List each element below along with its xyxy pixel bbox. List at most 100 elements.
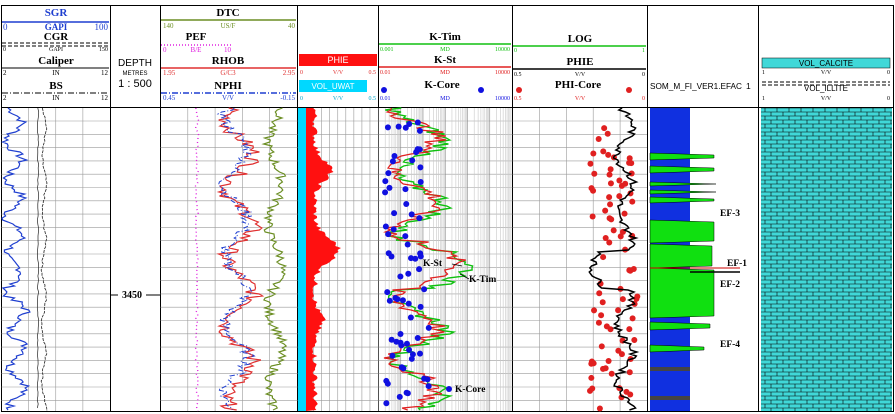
phicore-point bbox=[587, 160, 594, 167]
illite-max: 0 bbox=[887, 96, 890, 102]
phicore-point bbox=[621, 210, 628, 217]
annot-ef3: EF-3 bbox=[720, 209, 740, 219]
depth-header: DEPTH METRES 1 : 500 bbox=[118, 58, 152, 90]
log-min: 0 bbox=[514, 48, 517, 54]
phicore-point bbox=[627, 391, 634, 398]
kcore-label: K-Core bbox=[424, 79, 459, 91]
kcore-min: 0.01 bbox=[380, 96, 391, 102]
grid-track5 bbox=[512, 108, 647, 411]
kcore-point bbox=[417, 164, 424, 171]
phicore-point bbox=[606, 171, 613, 178]
efac-green-band bbox=[649, 321, 711, 331]
phicore-point bbox=[606, 215, 613, 222]
kcore-point bbox=[386, 184, 393, 191]
grid-track1 bbox=[1, 108, 110, 411]
pef-label: PEF bbox=[186, 31, 207, 43]
kcore-point bbox=[385, 231, 392, 238]
vol-uwat-min: 0 bbox=[300, 96, 303, 102]
dtc-label: DTC bbox=[216, 7, 239, 19]
phicore-point bbox=[596, 405, 603, 412]
phicore-point bbox=[600, 148, 607, 155]
phicore-point bbox=[616, 177, 623, 184]
kcore-point bbox=[392, 295, 399, 302]
bs-unit: IN bbox=[52, 94, 59, 102]
ktim-label: K-Tim bbox=[429, 31, 461, 43]
phicore-point bbox=[600, 254, 607, 261]
kcore-point bbox=[384, 289, 391, 296]
phicore-point bbox=[618, 182, 625, 189]
annotations: K-St K-Tim K-Core EF-3 EF-1 EF-2 EF-4 bbox=[423, 209, 747, 395]
phicore-point bbox=[615, 307, 622, 314]
kst-label: K-St bbox=[434, 54, 456, 66]
annot-ef2: EF-2 bbox=[720, 280, 740, 290]
kcore-point bbox=[398, 342, 405, 349]
cgr-curve bbox=[40, 107, 48, 412]
ktim-unit: MD bbox=[440, 47, 450, 53]
nphi-curve bbox=[216, 107, 256, 411]
kcore-point bbox=[398, 364, 405, 371]
nphi-max: -0.15 bbox=[280, 94, 295, 102]
kcore-point bbox=[425, 383, 432, 390]
phie5-unit: V/V bbox=[575, 72, 586, 78]
phicore-point bbox=[631, 337, 638, 344]
efac-green-band bbox=[649, 344, 705, 353]
track2-header: DTC 140 US/F 40 PEF 0 B/E 10 RHOB 1.95 G… bbox=[161, 7, 296, 102]
kcore-point bbox=[407, 314, 414, 321]
phicore-min: 0.5 bbox=[514, 96, 522, 102]
kcore-point bbox=[382, 178, 389, 185]
kcore-unit: MD bbox=[440, 96, 450, 102]
kcore-point bbox=[424, 376, 431, 383]
efac-green-band bbox=[649, 165, 715, 174]
annot-ktim: K-Tim bbox=[469, 275, 496, 285]
track3-header: PHIE 0 V/V 0.5 VOL_UWAT 0 V/V 0.5 bbox=[299, 54, 377, 102]
phicore-point bbox=[589, 213, 596, 220]
dtc-min: 140 bbox=[163, 22, 174, 30]
kcore-point bbox=[404, 241, 411, 248]
phicore-point bbox=[633, 295, 640, 302]
kcore-point bbox=[385, 250, 392, 257]
kcore-point bbox=[384, 124, 391, 131]
pef-unit: B/E bbox=[191, 46, 202, 54]
sgr-label: SGR bbox=[45, 7, 69, 19]
vol-uwat-max: 0.5 bbox=[369, 96, 377, 102]
efac-green-band bbox=[649, 219, 715, 244]
depth-marker-label: 3450 bbox=[122, 290, 142, 301]
cgr-min: 0 bbox=[3, 47, 6, 53]
phicore-unit: V/V bbox=[575, 96, 586, 102]
phicore-point bbox=[606, 194, 613, 201]
phie5-min: 0.5 bbox=[514, 72, 522, 78]
phicore-point bbox=[591, 307, 598, 314]
kcore-point bbox=[388, 336, 395, 343]
sgr-curve bbox=[0, 107, 31, 411]
kcore-point bbox=[390, 226, 397, 233]
phie-label: PHIE bbox=[327, 55, 348, 65]
phicore-point bbox=[598, 312, 605, 319]
kcore-point bbox=[402, 186, 409, 193]
phicore-point bbox=[629, 315, 636, 322]
phicore-point bbox=[602, 207, 609, 214]
depth-unit: METRES bbox=[122, 71, 147, 77]
bs-min: 2 bbox=[3, 94, 7, 102]
rhob-label: RHOB bbox=[212, 55, 245, 67]
sgr-min: 0 bbox=[3, 22, 8, 32]
curves bbox=[0, 107, 641, 412]
depth-title: DEPTH bbox=[118, 58, 152, 69]
kcore-point bbox=[393, 338, 400, 345]
kcore-point bbox=[382, 223, 389, 230]
nphi-label: NPHI bbox=[214, 80, 242, 92]
dtc-unit: US/F bbox=[221, 22, 236, 30]
efac-label: SOM_M_FI_VER1.EFAC bbox=[650, 81, 742, 91]
phicore-point bbox=[610, 227, 617, 234]
illite-unit: V/V bbox=[821, 96, 832, 102]
kcore-point bbox=[414, 119, 421, 126]
calcite-max: 0 bbox=[887, 70, 890, 76]
phie-unit: V/V bbox=[333, 70, 344, 76]
phicore-point bbox=[595, 135, 602, 142]
phie-min: 0 bbox=[300, 70, 303, 76]
illite-label: VOL_ILLITE bbox=[804, 84, 848, 93]
kcore-point bbox=[416, 215, 423, 222]
efac-dark-band bbox=[650, 396, 690, 400]
kcore-point bbox=[412, 255, 419, 262]
phie5-max: 0 bbox=[642, 72, 645, 78]
annot-kcore: K-Core bbox=[455, 385, 485, 395]
